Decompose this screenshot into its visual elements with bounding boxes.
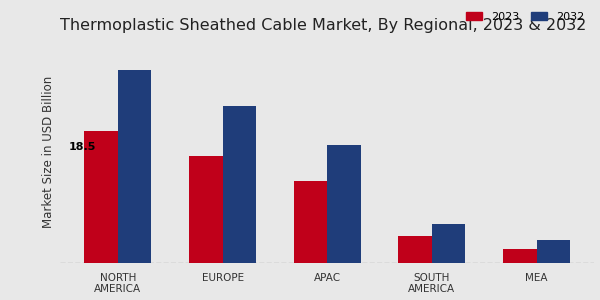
Text: 18.5: 18.5 [68,142,96,152]
Bar [118,70,151,263]
Text: Thermoplastic Sheathed Cable Market, By Regional, 2023 & 2032: Thermoplastic Sheathed Cable Market, By … [60,19,586,34]
Legend: 2023, 2032: 2023, 2032 [461,7,589,26]
Bar [327,145,361,263]
Bar [398,236,432,263]
Bar [223,106,256,263]
Bar [432,224,466,263]
Bar [85,131,118,263]
Y-axis label: Market Size in USD Billion: Market Size in USD Billion [41,76,55,229]
Bar [536,240,570,263]
Bar [503,249,536,263]
Bar [294,181,327,263]
Bar [189,156,223,263]
